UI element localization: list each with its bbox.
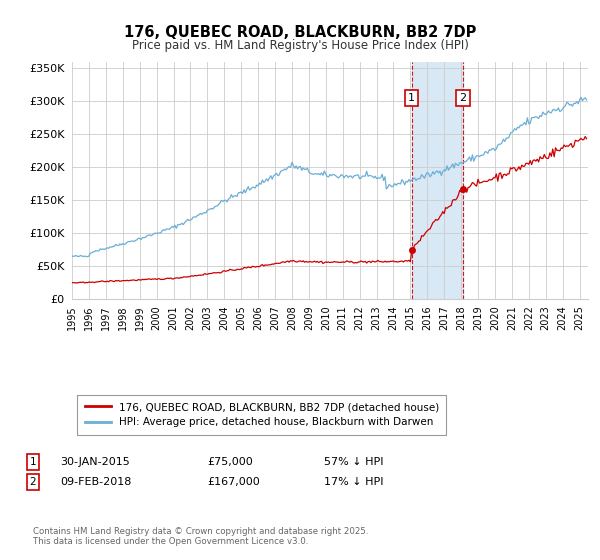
Text: £167,000: £167,000: [207, 477, 260, 487]
Text: 30-JAN-2015: 30-JAN-2015: [60, 457, 130, 467]
Text: 2: 2: [29, 477, 37, 487]
Text: 1: 1: [408, 93, 415, 103]
Text: 17% ↓ HPI: 17% ↓ HPI: [324, 477, 383, 487]
Text: £75,000: £75,000: [207, 457, 253, 467]
Text: 09-FEB-2018: 09-FEB-2018: [60, 477, 131, 487]
Text: 2: 2: [460, 93, 467, 103]
Bar: [412, 62, 463, 299]
Text: 176, QUEBEC ROAD, BLACKBURN, BB2 7DP: 176, QUEBEC ROAD, BLACKBURN, BB2 7DP: [124, 25, 476, 40]
Text: Price paid vs. HM Land Registry's House Price Index (HPI): Price paid vs. HM Land Registry's House …: [131, 39, 469, 52]
Legend: 176, QUEBEC ROAD, BLACKBURN, BB2 7DP (detached house), HPI: Average price, detac: 176, QUEBEC ROAD, BLACKBURN, BB2 7DP (de…: [77, 395, 446, 435]
Text: 57% ↓ HPI: 57% ↓ HPI: [324, 457, 383, 467]
Text: Contains HM Land Registry data © Crown copyright and database right 2025.
This d: Contains HM Land Registry data © Crown c…: [33, 526, 368, 546]
Text: 1: 1: [29, 457, 37, 467]
